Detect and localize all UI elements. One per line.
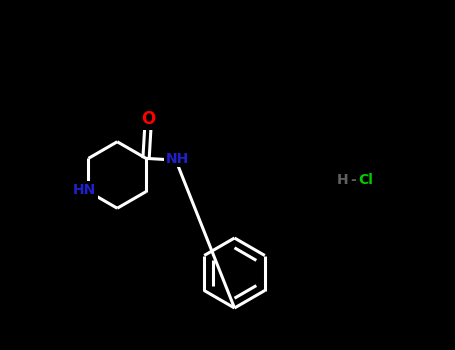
Text: O: O: [141, 110, 155, 128]
Text: -: -: [350, 173, 356, 187]
Text: NH: NH: [166, 152, 189, 166]
Text: H: H: [337, 173, 349, 187]
Text: Cl: Cl: [359, 173, 373, 187]
Text: HN: HN: [73, 183, 96, 197]
